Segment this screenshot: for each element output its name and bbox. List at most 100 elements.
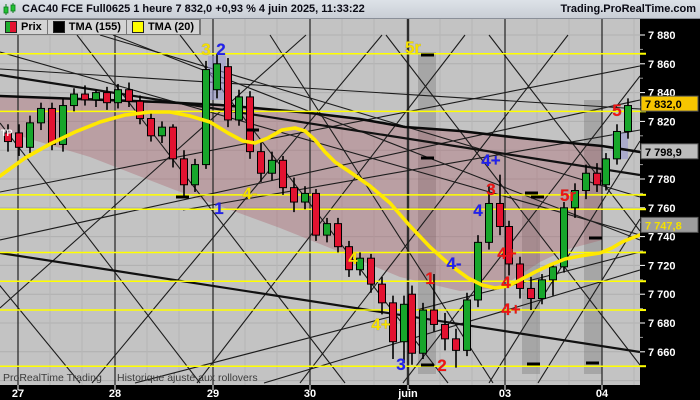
candlestick[interactable] xyxy=(191,158,199,192)
trendline[interactable] xyxy=(537,218,641,384)
trendline[interactable] xyxy=(0,34,307,309)
watermark-text: ProRealTime Trading xyxy=(3,372,102,384)
wave-label-4[interactable]: 4 xyxy=(348,249,359,269)
candlestick[interactable] xyxy=(485,186,493,250)
trendline[interactable] xyxy=(0,140,81,384)
trendline[interactable] xyxy=(263,269,641,384)
price-axis[interactable] xyxy=(640,18,700,400)
candlestick[interactable] xyxy=(538,274,546,305)
trendline[interactable] xyxy=(99,34,641,198)
trendline-thick[interactable] xyxy=(0,251,641,354)
wave-label-2[interactable]: 2 xyxy=(437,356,447,376)
candlestick[interactable] xyxy=(496,174,504,236)
candlestick[interactable] xyxy=(202,60,210,169)
candlestick[interactable] xyxy=(334,217,342,253)
wave-label-3[interactable]: 3 xyxy=(201,40,211,60)
candlestick[interactable] xyxy=(246,91,254,159)
candlestick[interactable] xyxy=(571,183,579,218)
wave-label-4+[interactable]: 4+ xyxy=(371,315,391,335)
trendline[interactable] xyxy=(0,68,641,110)
wave-label-1[interactable]: 1 xyxy=(425,269,435,289)
trendline[interactable] xyxy=(0,65,641,193)
candlestick[interactable] xyxy=(430,274,438,332)
trendline[interactable] xyxy=(0,99,641,241)
candlestick[interactable] xyxy=(602,153,610,191)
candlestick[interactable] xyxy=(15,124,23,156)
candlestick[interactable] xyxy=(26,115,34,154)
candlestick[interactable] xyxy=(125,82,133,107)
y-axis-label: 7 660 xyxy=(648,347,676,359)
tma20-line[interactable] xyxy=(0,110,641,290)
candlestick[interactable] xyxy=(549,262,557,296)
wave-label-4+[interactable]: 4+ xyxy=(501,300,521,320)
candlestick[interactable] xyxy=(452,328,460,368)
candlestick[interactable] xyxy=(408,285,416,365)
trendline[interactable] xyxy=(488,34,641,232)
candlestick[interactable] xyxy=(224,58,232,128)
candlestick[interactable] xyxy=(169,124,177,168)
wave-label-4-[interactable]: 4- xyxy=(446,254,462,274)
wave-label-3[interactable]: 3 xyxy=(486,180,496,200)
candlestick[interactable] xyxy=(505,220,513,276)
candlestick[interactable] xyxy=(312,189,320,241)
candlestick[interactable] xyxy=(180,150,188,197)
candlestick[interactable] xyxy=(103,86,111,110)
candlestick[interactable] xyxy=(474,235,482,308)
candlestick[interactable] xyxy=(356,252,364,276)
candlestick[interactable] xyxy=(81,85,89,106)
candlestick[interactable] xyxy=(114,83,122,109)
candlestick[interactable] xyxy=(213,53,221,99)
candlestick[interactable] xyxy=(37,102,45,131)
candlestick[interactable] xyxy=(323,217,331,243)
prorealtime-link[interactable]: Trading.ProRealTime.com xyxy=(560,3,696,15)
wave-label-4[interactable]: 4 xyxy=(473,201,484,221)
candlestick[interactable] xyxy=(70,88,78,112)
candlestick[interactable] xyxy=(378,276,386,315)
wave-label-1[interactable]: 1 xyxy=(214,199,224,219)
candlestick[interactable] xyxy=(419,302,427,359)
candlestick[interactable] xyxy=(441,312,449,351)
candlestick[interactable] xyxy=(463,292,471,357)
wave-label-4+[interactable]: 4+ xyxy=(497,244,517,264)
candlestick[interactable] xyxy=(136,95,144,125)
candlestick[interactable] xyxy=(257,141,265,182)
wave-label-5r[interactable]: 5r xyxy=(405,38,422,58)
trendline[interactable] xyxy=(112,34,641,241)
legend-item-tma155[interactable]: TMA (155) xyxy=(48,20,127,34)
candlestick[interactable] xyxy=(290,177,298,213)
candlestick[interactable] xyxy=(59,98,67,152)
wave-label-2[interactable]: 2 xyxy=(216,40,226,60)
wave-label-3[interactable]: 3 xyxy=(396,355,406,375)
candlestick[interactable] xyxy=(158,121,166,143)
candlestick[interactable] xyxy=(400,295,408,364)
candlestick[interactable] xyxy=(527,276,535,311)
tma155-line[interactable] xyxy=(0,94,641,154)
candlestick[interactable] xyxy=(389,295,397,359)
candlestick[interactable] xyxy=(593,163,601,192)
candlestick[interactable] xyxy=(345,240,353,277)
legend-item-tma20[interactable]: TMA (20) xyxy=(127,20,200,34)
wave-label-4+[interactable]: 4+ xyxy=(481,151,501,171)
time-axis[interactable] xyxy=(0,385,700,400)
candlestick[interactable] xyxy=(624,98,632,139)
candlestick[interactable] xyxy=(367,253,375,293)
candlestick[interactable] xyxy=(582,164,590,200)
candlestick[interactable] xyxy=(613,124,621,165)
candlestick[interactable] xyxy=(4,124,12,152)
candlestick[interactable] xyxy=(92,89,100,107)
candlestick[interactable] xyxy=(279,155,287,195)
price-box xyxy=(640,216,699,233)
candlestick[interactable] xyxy=(268,151,276,181)
candlestick[interactable] xyxy=(301,186,309,210)
tp-marker[interactable]: TP xyxy=(1,128,13,138)
wave-label-4-[interactable]: 4- xyxy=(242,184,258,204)
candlestick[interactable] xyxy=(147,111,155,142)
wave-label-5r[interactable]: 5r xyxy=(560,186,577,206)
legend-item-prix[interactable]: Prix xyxy=(0,20,48,34)
wave-label-5[interactable]: 5 xyxy=(612,101,622,121)
candlestick[interactable] xyxy=(235,89,243,126)
wave-label-4[interactable]: 4 xyxy=(501,273,512,293)
legend-label-tma155: TMA (155) xyxy=(68,21,121,33)
